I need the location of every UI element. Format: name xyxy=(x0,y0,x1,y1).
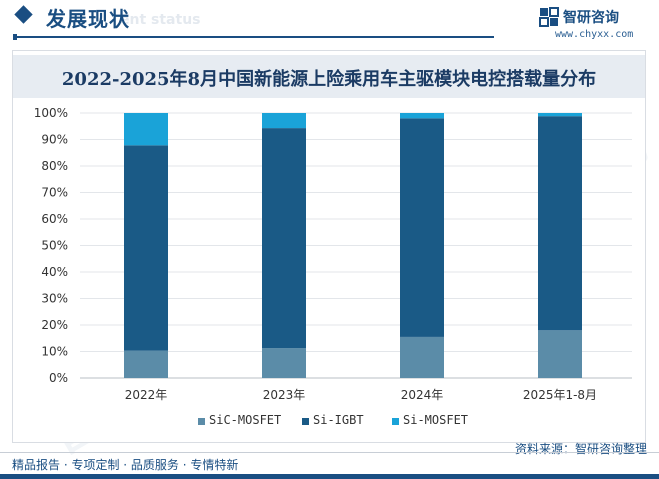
bar-segment-si-mosfet xyxy=(124,113,168,146)
bar-segment-sic-mosfet xyxy=(400,336,444,378)
legend-swatch xyxy=(392,418,399,425)
bar-segment-si-igbt xyxy=(124,145,168,351)
brand-logo: 智研咨询 www.chyxx.com xyxy=(539,5,639,43)
legend-swatch xyxy=(302,418,309,425)
footer-divider xyxy=(0,452,659,453)
x-tick-label: 2023年 xyxy=(263,388,306,402)
x-tick-label: 2025年1-8月 xyxy=(523,388,597,402)
chart-title-band: 2022-2025年8月中国新能源上险乘用车主驱模块电控搭载量分布 xyxy=(13,55,645,98)
y-tick-label: 60% xyxy=(41,212,68,226)
logo-name: 智研咨询 xyxy=(563,10,619,26)
bar-segment-si-igbt xyxy=(262,128,306,349)
bar-segment-sic-mosfet xyxy=(124,350,168,378)
y-tick-label: 90% xyxy=(41,133,68,147)
y-tick-label: 0% xyxy=(49,371,68,385)
y-tick-label: 50% xyxy=(41,239,68,253)
bar-segment-sic-mosfet xyxy=(262,348,306,378)
header-divider-cap xyxy=(13,34,17,40)
logo-url: www.chyxx.com xyxy=(555,29,634,40)
bar-segment-si-mosfet xyxy=(400,113,444,119)
bar-segment-si-igbt xyxy=(400,118,444,337)
y-tick-label: 10% xyxy=(41,345,68,359)
x-tick-label: 2024年 xyxy=(401,388,444,402)
y-tick-label: 30% xyxy=(41,292,68,306)
footer-tagline: 精品报告 · 专项定制 · 品质服务 · 专情特新 xyxy=(12,458,239,472)
chart-title: 2022-2025年8月中国新能源上险乘用车主驱模块电控搭载量分布 xyxy=(61,69,597,90)
logo-mark-icon xyxy=(539,7,559,27)
section-subtitle: ent status xyxy=(120,12,201,28)
y-tick-label: 40% xyxy=(41,265,68,279)
chart-legend: SiC-MOSFET Si-IGBT Si-MOSFET xyxy=(0,412,659,432)
legend-label: Si-MOSFET xyxy=(403,413,469,427)
bar-segment-sic-mosfet xyxy=(538,330,582,378)
legend-swatch xyxy=(198,418,205,425)
bar-segment-si-igbt xyxy=(538,116,582,331)
bar-segment-si-mosfet xyxy=(538,113,582,117)
x-tick-label: 2022年 xyxy=(125,388,168,402)
bar-segment-si-mosfet xyxy=(262,113,306,129)
footer-bar xyxy=(0,474,659,479)
legend-label: SiC-MOSFET xyxy=(209,413,282,427)
source-note: 资料来源：智研咨询整理 xyxy=(514,442,647,456)
y-tick-label: 70% xyxy=(41,186,68,200)
y-tick-label: 80% xyxy=(41,159,68,173)
legend-label: Si-IGBT xyxy=(313,413,364,427)
page-header: ent status 发展现状 智研咨询 www.chyxx.com xyxy=(0,0,659,44)
header-divider xyxy=(13,36,494,38)
y-tick-label: 20% xyxy=(41,318,68,332)
section-title: 发展现状 xyxy=(46,7,130,31)
y-tick-label: 100% xyxy=(34,106,68,120)
